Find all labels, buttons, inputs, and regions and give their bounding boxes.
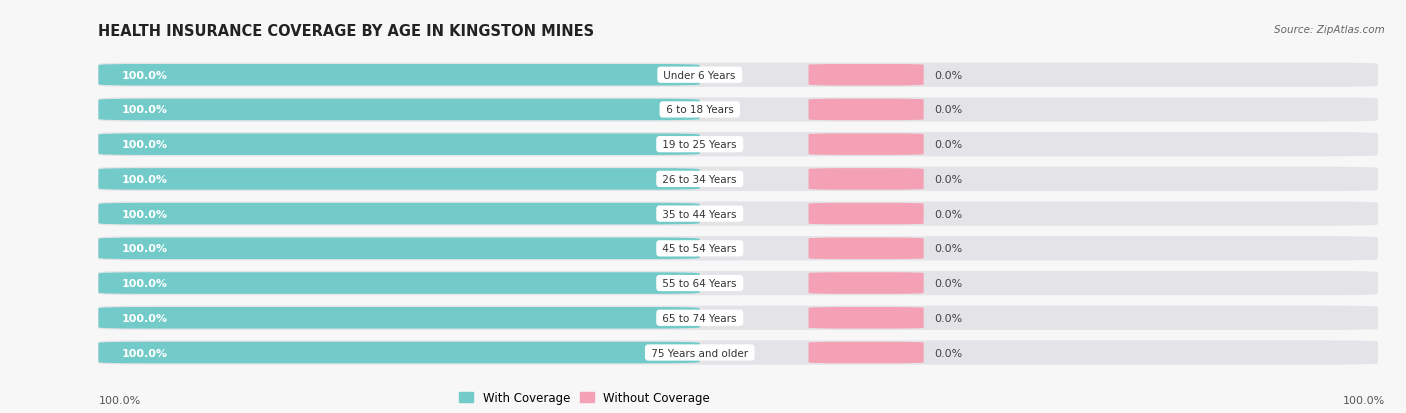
- FancyBboxPatch shape: [98, 271, 1378, 295]
- Text: 100.0%: 100.0%: [121, 313, 167, 323]
- Text: 0.0%: 0.0%: [934, 105, 962, 115]
- FancyBboxPatch shape: [98, 342, 700, 363]
- FancyBboxPatch shape: [98, 341, 1378, 365]
- Text: 0.0%: 0.0%: [934, 71, 962, 81]
- FancyBboxPatch shape: [808, 238, 924, 259]
- Text: 0.0%: 0.0%: [934, 278, 962, 288]
- Text: 0.0%: 0.0%: [934, 174, 962, 185]
- FancyBboxPatch shape: [98, 238, 700, 259]
- FancyBboxPatch shape: [808, 307, 924, 329]
- FancyBboxPatch shape: [808, 134, 924, 156]
- Text: 45 to 54 Years: 45 to 54 Years: [659, 244, 740, 254]
- FancyBboxPatch shape: [98, 237, 1378, 261]
- Text: 0.0%: 0.0%: [934, 209, 962, 219]
- Text: 19 to 25 Years: 19 to 25 Years: [659, 140, 740, 150]
- FancyBboxPatch shape: [98, 306, 1378, 330]
- Text: 0.0%: 0.0%: [934, 140, 962, 150]
- Text: Under 6 Years: Under 6 Years: [661, 71, 740, 81]
- FancyBboxPatch shape: [808, 342, 924, 363]
- FancyBboxPatch shape: [98, 133, 1378, 157]
- Text: 100.0%: 100.0%: [121, 140, 167, 150]
- Text: 0.0%: 0.0%: [934, 244, 962, 254]
- FancyBboxPatch shape: [808, 65, 924, 86]
- Text: 100.0%: 100.0%: [1343, 395, 1385, 405]
- FancyBboxPatch shape: [98, 169, 700, 190]
- Text: 100.0%: 100.0%: [121, 209, 167, 219]
- Text: 100.0%: 100.0%: [121, 278, 167, 288]
- Text: HEALTH INSURANCE COVERAGE BY AGE IN KINGSTON MINES: HEALTH INSURANCE COVERAGE BY AGE IN KING…: [98, 24, 595, 39]
- FancyBboxPatch shape: [98, 203, 700, 225]
- FancyBboxPatch shape: [808, 100, 924, 121]
- Text: 100.0%: 100.0%: [121, 105, 167, 115]
- Text: 35 to 44 Years: 35 to 44 Years: [659, 209, 740, 219]
- Text: 55 to 64 Years: 55 to 64 Years: [659, 278, 740, 288]
- Text: 0.0%: 0.0%: [934, 348, 962, 358]
- FancyBboxPatch shape: [808, 203, 924, 225]
- Text: 100.0%: 100.0%: [98, 395, 141, 405]
- FancyBboxPatch shape: [98, 64, 1378, 88]
- Text: 0.0%: 0.0%: [934, 313, 962, 323]
- Text: 26 to 34 Years: 26 to 34 Years: [659, 174, 740, 185]
- Text: 100.0%: 100.0%: [121, 348, 167, 358]
- FancyBboxPatch shape: [98, 273, 700, 294]
- FancyBboxPatch shape: [98, 65, 700, 86]
- Text: 100.0%: 100.0%: [121, 71, 167, 81]
- Legend: With Coverage, Without Coverage: With Coverage, Without Coverage: [460, 392, 710, 404]
- Text: 75 Years and older: 75 Years and older: [648, 348, 751, 358]
- FancyBboxPatch shape: [98, 202, 1378, 226]
- Text: Source: ZipAtlas.com: Source: ZipAtlas.com: [1274, 25, 1385, 35]
- FancyBboxPatch shape: [808, 273, 924, 294]
- FancyBboxPatch shape: [98, 98, 1378, 122]
- FancyBboxPatch shape: [98, 134, 700, 156]
- Text: 100.0%: 100.0%: [121, 174, 167, 185]
- FancyBboxPatch shape: [808, 169, 924, 190]
- Text: 6 to 18 Years: 6 to 18 Years: [662, 105, 737, 115]
- FancyBboxPatch shape: [98, 307, 700, 329]
- FancyBboxPatch shape: [98, 167, 1378, 192]
- FancyBboxPatch shape: [98, 100, 700, 121]
- Text: 100.0%: 100.0%: [121, 244, 167, 254]
- Text: 65 to 74 Years: 65 to 74 Years: [659, 313, 740, 323]
